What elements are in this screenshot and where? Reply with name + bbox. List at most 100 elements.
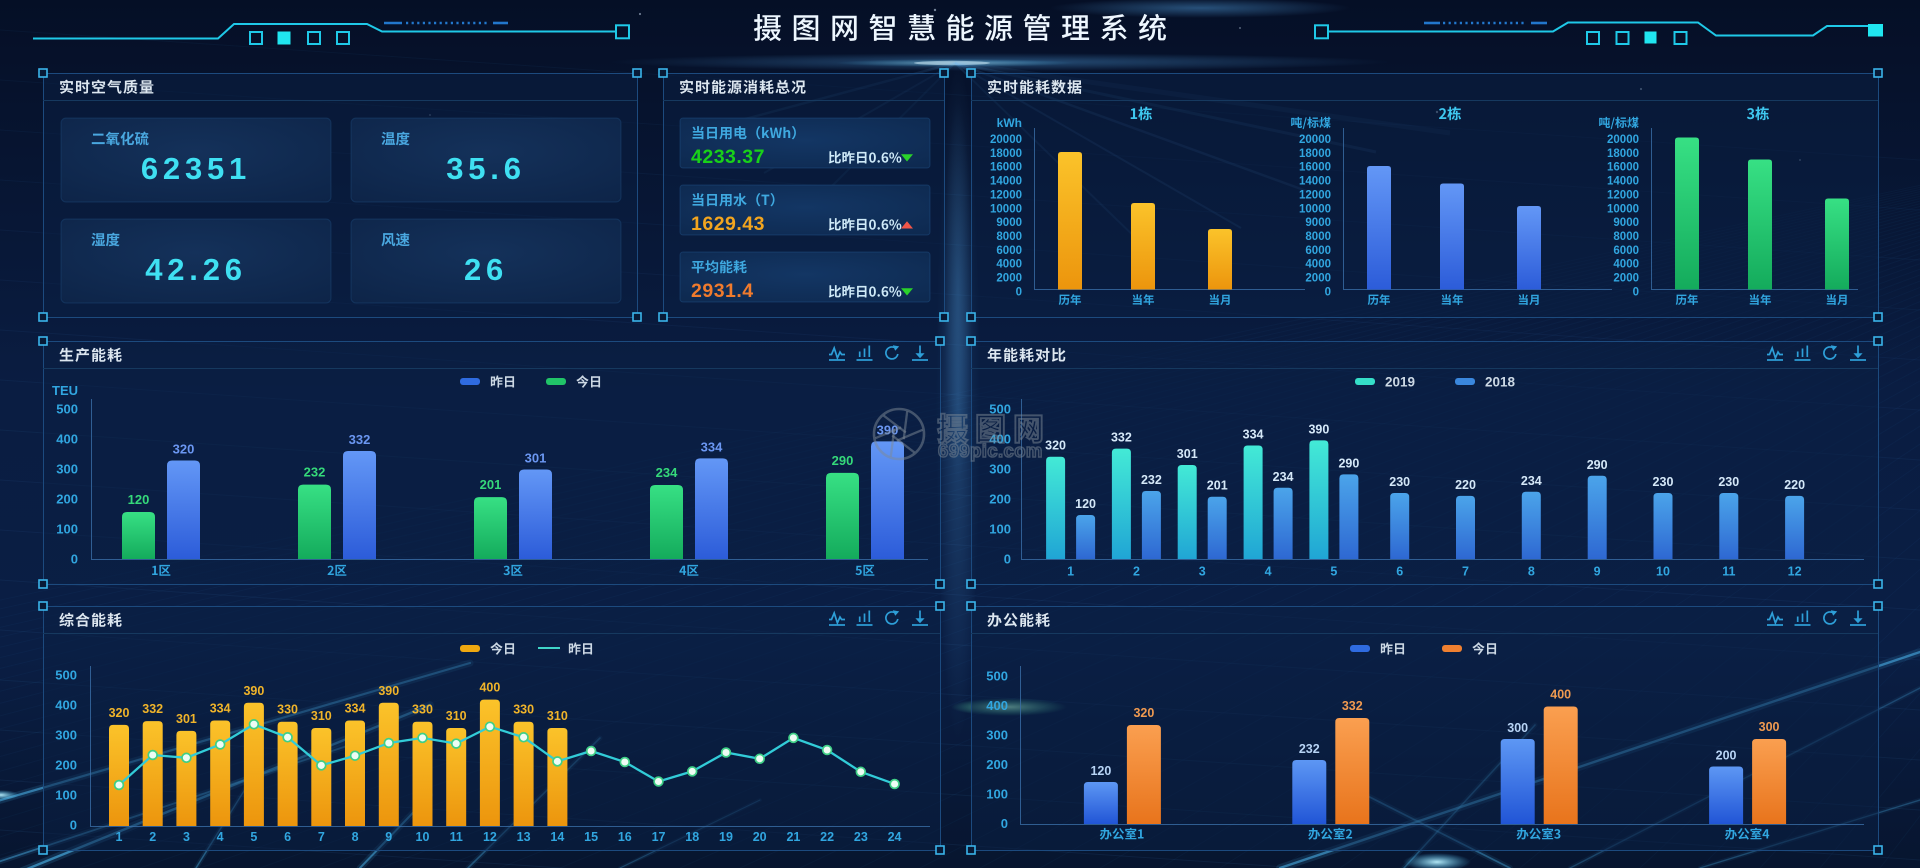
svg-text:1629.43: 1629.43: [691, 213, 765, 235]
svg-text:2019: 2019: [1385, 375, 1415, 390]
svg-text:16000: 16000: [990, 162, 1022, 174]
svg-text:6000: 6000: [1305, 245, 1331, 257]
svg-text:290: 290: [1338, 456, 1359, 470]
svg-text:330: 330: [513, 703, 534, 717]
svg-text:kWh: kWh: [997, 116, 1022, 130]
svg-text:334: 334: [701, 439, 723, 454]
svg-text:9000: 9000: [1613, 217, 1639, 229]
svg-text:1: 1: [1067, 565, 1074, 579]
svg-text:16000: 16000: [1299, 162, 1331, 174]
svg-text:20000: 20000: [990, 134, 1022, 146]
svg-text:301: 301: [525, 451, 547, 466]
svg-text:400: 400: [479, 681, 500, 695]
svg-text:0: 0: [1633, 286, 1639, 298]
svg-text:334: 334: [210, 701, 231, 715]
svg-text:62351: 62351: [141, 151, 251, 186]
svg-text:234: 234: [1273, 470, 1294, 484]
svg-text:10000: 10000: [990, 203, 1022, 215]
svg-text:42.26: 42.26: [145, 252, 247, 287]
svg-text:301: 301: [176, 712, 197, 726]
svg-text:19: 19: [719, 830, 733, 844]
svg-text:300: 300: [56, 462, 78, 477]
svg-text:16000: 16000: [1607, 162, 1639, 174]
svg-text:332: 332: [1111, 431, 1132, 445]
svg-text:232: 232: [304, 465, 326, 480]
svg-text:14000: 14000: [1299, 176, 1331, 188]
svg-text:320: 320: [109, 706, 130, 720]
svg-text:11: 11: [1722, 565, 1735, 579]
svg-text:6: 6: [1396, 565, 1403, 579]
svg-text:100: 100: [986, 787, 1008, 802]
svg-text:6000: 6000: [996, 245, 1022, 257]
svg-text:10: 10: [1656, 565, 1670, 579]
svg-text:17: 17: [652, 830, 666, 844]
svg-text:310: 310: [446, 709, 467, 723]
svg-text:0: 0: [1001, 816, 1008, 831]
svg-text:120: 120: [1090, 764, 1111, 778]
svg-text:200: 200: [55, 758, 77, 773]
svg-text:8: 8: [1528, 565, 1535, 579]
svg-text:290: 290: [1587, 458, 1608, 472]
svg-text:500: 500: [986, 669, 1008, 684]
svg-text:14: 14: [550, 830, 564, 844]
svg-text:12000: 12000: [990, 189, 1022, 201]
svg-text:332: 332: [142, 702, 163, 716]
svg-text:100: 100: [989, 522, 1011, 537]
svg-text:332: 332: [1342, 699, 1363, 713]
svg-text:3: 3: [183, 830, 190, 844]
svg-text:334: 334: [345, 701, 366, 715]
svg-text:22: 22: [820, 830, 834, 844]
svg-text:500: 500: [56, 402, 78, 417]
svg-text:8000: 8000: [1613, 231, 1639, 243]
svg-text:12000: 12000: [1299, 189, 1331, 201]
svg-text:120: 120: [1075, 497, 1096, 511]
svg-text:4000: 4000: [1305, 259, 1331, 271]
svg-text:200: 200: [56, 492, 78, 507]
svg-text:400: 400: [55, 698, 77, 713]
svg-text:9000: 9000: [1305, 217, 1331, 229]
svg-text:2018: 2018: [1485, 375, 1516, 390]
svg-text:4000: 4000: [1613, 259, 1639, 271]
svg-text:4000: 4000: [996, 259, 1022, 271]
svg-text:5: 5: [1330, 565, 1337, 579]
svg-text:23: 23: [854, 830, 868, 844]
svg-text:699pic.com: 699pic.com: [938, 440, 1043, 461]
svg-text:100: 100: [55, 788, 77, 803]
svg-text:5: 5: [250, 830, 257, 844]
svg-text:120: 120: [128, 492, 150, 507]
svg-text:3: 3: [1199, 565, 1206, 579]
svg-text:230: 230: [1389, 475, 1410, 489]
svg-text:21: 21: [786, 830, 800, 844]
svg-text:200: 200: [1716, 749, 1737, 763]
svg-text:8: 8: [352, 830, 359, 844]
svg-text:332: 332: [349, 432, 371, 447]
svg-text:300: 300: [986, 728, 1008, 743]
svg-text:10: 10: [416, 830, 430, 844]
svg-text:4: 4: [1265, 565, 1272, 579]
svg-text:12: 12: [1788, 565, 1802, 579]
svg-text:4233.37: 4233.37: [691, 146, 765, 168]
svg-text:500: 500: [55, 668, 77, 683]
svg-text:320: 320: [173, 442, 195, 457]
svg-text:9000: 9000: [996, 217, 1022, 229]
svg-text:320: 320: [1133, 706, 1154, 720]
svg-text:230: 230: [1718, 475, 1739, 489]
svg-text:18000: 18000: [990, 148, 1022, 160]
svg-text:200: 200: [989, 492, 1011, 507]
svg-text:200: 200: [986, 757, 1008, 772]
svg-text:8000: 8000: [996, 231, 1022, 243]
svg-text:TEU: TEU: [52, 383, 78, 398]
svg-text:15: 15: [584, 830, 598, 844]
svg-text:0: 0: [70, 818, 77, 833]
svg-text:35.6: 35.6: [446, 151, 526, 186]
svg-text:18: 18: [685, 830, 699, 844]
svg-text:2000: 2000: [1613, 273, 1639, 285]
svg-text:232: 232: [1141, 473, 1162, 487]
svg-text:232: 232: [1299, 742, 1320, 756]
svg-text:9: 9: [385, 830, 392, 844]
svg-text:310: 310: [547, 709, 568, 723]
svg-text:12000: 12000: [1607, 189, 1639, 201]
svg-text:400: 400: [56, 432, 78, 447]
svg-text:500: 500: [989, 402, 1011, 417]
svg-text:8000: 8000: [1305, 231, 1331, 243]
